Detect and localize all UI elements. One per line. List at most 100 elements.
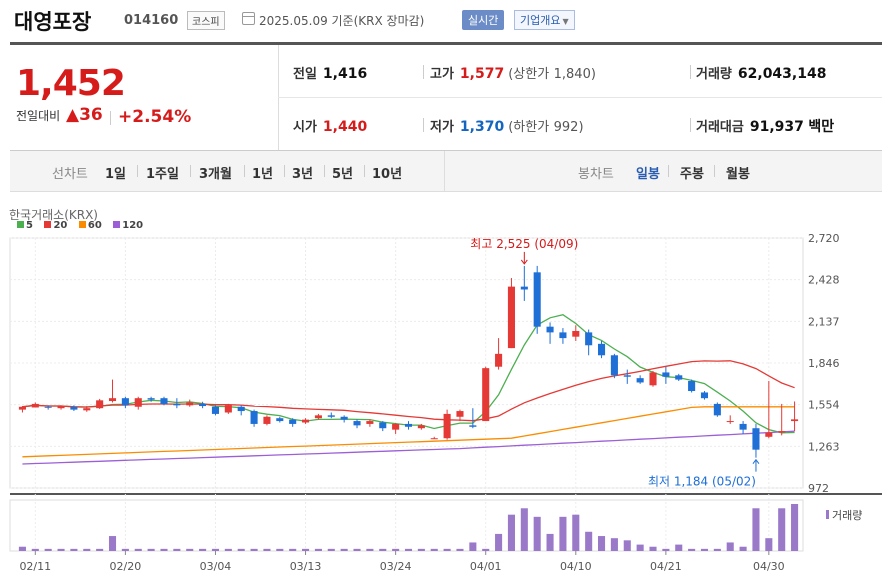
- volume-bar: [482, 548, 490, 551]
- volume-bar: [636, 544, 644, 551]
- x-tick-label: 02/11: [19, 560, 51, 573]
- divider: [190, 165, 191, 177]
- candle-body: [533, 272, 541, 327]
- legend-swatch: [78, 221, 86, 228]
- y-tick-label: 2,720: [808, 232, 840, 245]
- max-arrowhead: [520, 259, 528, 265]
- candle-body: [662, 372, 670, 377]
- tab-1w[interactable]: 1주일: [146, 167, 179, 182]
- volume-bar: [778, 508, 786, 551]
- volume-bar: [430, 548, 438, 551]
- prev-close: 전일 1,416: [293, 63, 367, 82]
- candle-chart-label: 봉차트: [578, 167, 614, 182]
- volume-bar: [726, 542, 734, 551]
- candle-body: [353, 421, 361, 426]
- volume-bar: [31, 548, 39, 551]
- candle-body: [83, 408, 91, 411]
- candle-body: [250, 411, 258, 424]
- volume-label: 거래량: [832, 509, 862, 522]
- divider: [137, 165, 138, 177]
- tab-5y[interactable]: 5년: [332, 167, 354, 182]
- legend-ma120: 120: [113, 220, 143, 231]
- tab-weekly[interactable]: 주봉: [680, 167, 704, 182]
- legend-swatch: [113, 221, 121, 228]
- candle-body: [752, 428, 760, 450]
- tab-daily[interactable]: 일봉: [636, 167, 660, 182]
- candle-body: [623, 375, 631, 377]
- candle-body: [108, 398, 117, 402]
- divider: [284, 165, 285, 177]
- candle-body: [765, 432, 773, 437]
- tab-10y[interactable]: 10년: [372, 167, 403, 182]
- legend-label: 60: [87, 220, 102, 231]
- volume-bar: [713, 548, 721, 551]
- divider: [444, 151, 445, 192]
- day-high-value: 1,577: [459, 66, 505, 82]
- volume-bar: [765, 538, 773, 551]
- candle-body: [57, 406, 65, 409]
- candle-body: [96, 400, 104, 409]
- volume-bar: [688, 548, 696, 551]
- candle-body: [585, 332, 593, 346]
- volume-bar: [379, 548, 387, 551]
- candle-body: [289, 419, 297, 424]
- volume-bar: [237, 548, 245, 551]
- volume-bar: [739, 546, 747, 551]
- volume-bar: [662, 548, 670, 551]
- volume-bar: [340, 548, 348, 551]
- y-tick-label: 2,428: [808, 274, 840, 287]
- volume-bar: [327, 548, 335, 551]
- volume-bar: [572, 514, 580, 551]
- moving-average-line: [22, 430, 795, 465]
- tab-3y[interactable]: 3년: [292, 167, 314, 182]
- volume-bar: [18, 546, 26, 551]
- candle-body: [546, 326, 554, 333]
- volume: 거래량 62,043,148: [696, 63, 826, 82]
- stock-code: 014160: [124, 13, 179, 28]
- volume-bar: [675, 544, 683, 551]
- prev-close-value: 1,416: [322, 66, 368, 82]
- candle-body: [636, 378, 644, 383]
- change-label: 전일대비: [16, 109, 61, 123]
- tab-1d[interactable]: 1일: [105, 167, 127, 182]
- day-high: 고가 1,577 (상한가 1,840): [430, 63, 596, 82]
- line-chart-label: 선차트: [52, 167, 88, 182]
- header-divider: [10, 42, 882, 45]
- upper-limit-value: 1,840): [553, 67, 596, 82]
- x-tick-label: 03/13: [290, 560, 322, 573]
- company-overview-dropdown[interactable]: 기업개요 ▼: [514, 10, 575, 30]
- candle-body: [276, 418, 284, 422]
- volume-bar: [263, 548, 271, 551]
- divider: [714, 165, 715, 177]
- volume-value: 62,043,148: [737, 66, 827, 82]
- volume-bar: [108, 536, 117, 551]
- max-annotation: 최고 2,525 (04/09): [470, 237, 578, 251]
- volume-bar: [96, 548, 104, 551]
- candle-body: [44, 406, 52, 408]
- volume-bar: [546, 533, 554, 551]
- volume-bar: [160, 548, 168, 551]
- open-price: 시가 1,440: [293, 116, 367, 135]
- legend-label: 5: [26, 220, 33, 231]
- tab-monthly[interactable]: 월봉: [726, 167, 750, 182]
- volume-bar: [404, 548, 413, 551]
- y-tick-label: 972: [808, 482, 829, 495]
- candle-body: [726, 421, 734, 423]
- realtime-button[interactable]: 실시간: [462, 10, 505, 30]
- volume-bar: [443, 548, 451, 551]
- candle-body: [469, 425, 477, 427]
- up-arrow-icon: ▲: [66, 105, 80, 125]
- base-date: 2025.05.09 기준(KRX 장마감): [259, 14, 425, 28]
- tab-1y[interactable]: 1년: [252, 167, 274, 182]
- y-tick-label: 1,846: [808, 357, 840, 370]
- x-tick-label: 04/01: [470, 560, 502, 573]
- candle-body: [18, 406, 26, 410]
- x-tick-label: 03/24: [380, 560, 412, 573]
- volume-bar: [791, 504, 799, 551]
- tab-3m[interactable]: 3개월: [199, 167, 232, 182]
- candle-body: [237, 406, 245, 412]
- candle-body: [559, 332, 567, 339]
- divider: [364, 165, 365, 177]
- moving-average-line: [22, 406, 795, 458]
